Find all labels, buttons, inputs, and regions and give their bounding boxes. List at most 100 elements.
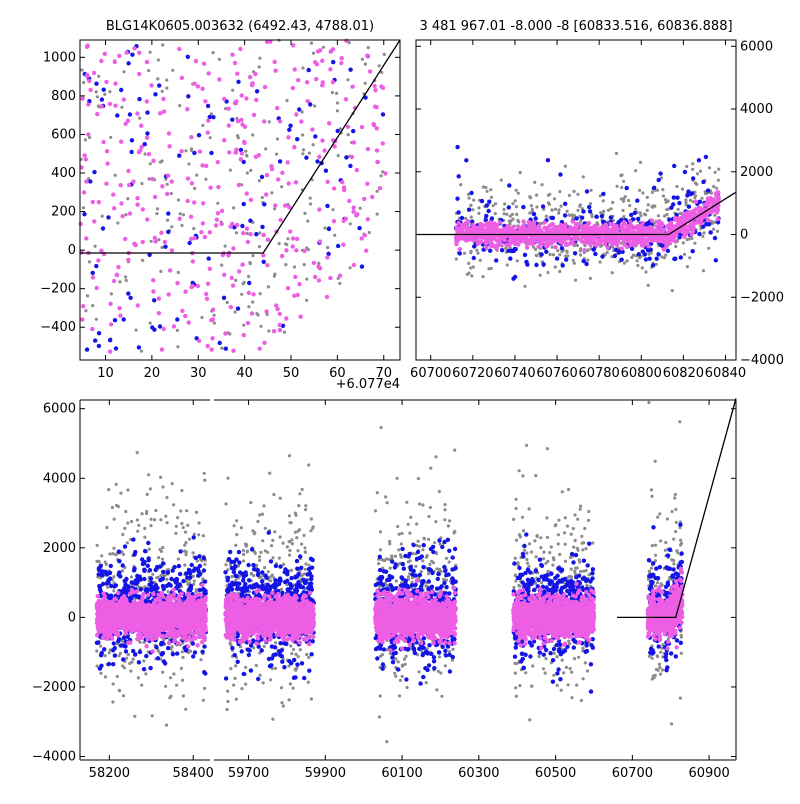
zoom-data-point: [314, 76, 319, 82]
zoom-data-point: [104, 149, 110, 154]
zoom-data-point: [127, 182, 132, 188]
season-data-point: [604, 235, 609, 240]
season-data-point: [565, 242, 570, 247]
zoom-data-point: [119, 87, 124, 93]
zoom-data-point: [292, 67, 297, 72]
zoom-data-point: [280, 323, 286, 328]
season-data-point: [484, 185, 488, 190]
season-data-point: [693, 241, 697, 245]
full-data-point: [150, 584, 155, 590]
season-data-point: [558, 269, 562, 274]
season-data-point: [587, 231, 592, 236]
season-data-point: [455, 196, 460, 201]
season-data-point: [536, 223, 542, 228]
season-data-point: [635, 198, 640, 203]
season-data-point: [671, 195, 676, 200]
season-data-point: [470, 274, 474, 278]
zoom-data-point: [239, 117, 244, 123]
zoom-data-point: [260, 224, 265, 230]
season-data-point: [629, 223, 634, 228]
season-data-point: [653, 228, 658, 233]
season-data-point: [588, 202, 593, 206]
season-data-point: [484, 245, 489, 251]
full-data-point: [180, 650, 184, 654]
full-data-point: [154, 644, 159, 650]
full-data-point: [145, 492, 149, 496]
season-data-point: [478, 258, 482, 262]
season-data-point: [715, 229, 720, 233]
season-data-point: [511, 202, 515, 206]
season-data-point: [707, 166, 712, 170]
season-data-point: [657, 230, 663, 235]
season-data-point: [619, 241, 624, 245]
zoom-data-point: [326, 226, 332, 232]
season-data-point: [562, 213, 568, 218]
zoom-data-point: [209, 347, 214, 352]
season-data-point: [715, 216, 720, 222]
zoom-data-point: [215, 160, 220, 165]
season-data-point: [587, 204, 592, 210]
full-data-point: [199, 658, 203, 662]
zoom-data-point: [267, 329, 271, 333]
full-data-point: [164, 684, 168, 688]
season-data-point: [678, 255, 683, 260]
full-data-point: [106, 661, 112, 667]
full-data-point: [181, 655, 185, 660]
zoom-data-point: [247, 305, 251, 309]
zoom-data-point: [156, 58, 160, 62]
zoom-data-point: [338, 281, 342, 285]
zoom-data-point: [132, 46, 137, 51]
season-data-point: [581, 209, 586, 214]
season-data-point: [503, 202, 507, 206]
season-data-point: [469, 190, 474, 196]
season-data-point: [712, 235, 718, 241]
full-data-point: [166, 640, 172, 646]
full-data-point: [166, 645, 171, 651]
zoom-y-tick-label: 1000: [43, 50, 76, 65]
zoom-data-point: [308, 102, 313, 107]
season-data-point: [663, 214, 667, 218]
season-data-point: [528, 228, 534, 233]
full-data-point: [183, 530, 188, 534]
season-data-point: [488, 243, 494, 249]
zoom-panel: BLG14K0605.003632 (6492.43, 4788.01) 10 2…: [40, 19, 401, 392]
season-data-point: [469, 215, 473, 219]
zoom-data-point: [288, 229, 293, 234]
zoom-data-point: [161, 109, 167, 114]
zoom-data-point: [184, 149, 188, 153]
full-data-point: [149, 580, 154, 585]
zoom-data-point: [204, 291, 209, 297]
season-data-point: [643, 257, 649, 262]
full-data-point: [177, 582, 182, 587]
zoom-data-point: [118, 183, 123, 188]
season-data-point: [629, 246, 635, 251]
zoom-data-point: [214, 217, 219, 222]
full-data-point: [183, 648, 189, 653]
full-data-point: [164, 723, 169, 727]
zoom-data-point: [200, 315, 204, 320]
zoom-data-point: [235, 119, 241, 124]
zoom-data-point: [139, 349, 144, 353]
season-data-point: [634, 169, 638, 173]
full-data-point: [181, 525, 185, 530]
full-data-point: [201, 568, 207, 573]
season-data-point: [536, 228, 541, 233]
zoom-data-point: [91, 70, 97, 76]
zoom-data-point: [99, 248, 104, 253]
zoom-panel-frame: [79, 39, 401, 361]
zoom-data-point: [310, 127, 315, 132]
zoom-data-point: [348, 266, 352, 270]
full-data-point: [197, 521, 201, 525]
full-data-point: [96, 567, 102, 573]
season-x-tick-label: 60800: [621, 366, 662, 381]
full-data-point: [161, 545, 165, 550]
zoom-data-point: [247, 280, 252, 286]
zoom-data-point: [195, 173, 199, 177]
zoom-data-point: [155, 207, 160, 211]
full-data-point: [99, 663, 104, 668]
full-data-point: [136, 676, 140, 680]
season-data-point: [505, 212, 509, 216]
zoom-data-point: [230, 283, 236, 288]
season-data-point: [499, 248, 505, 253]
